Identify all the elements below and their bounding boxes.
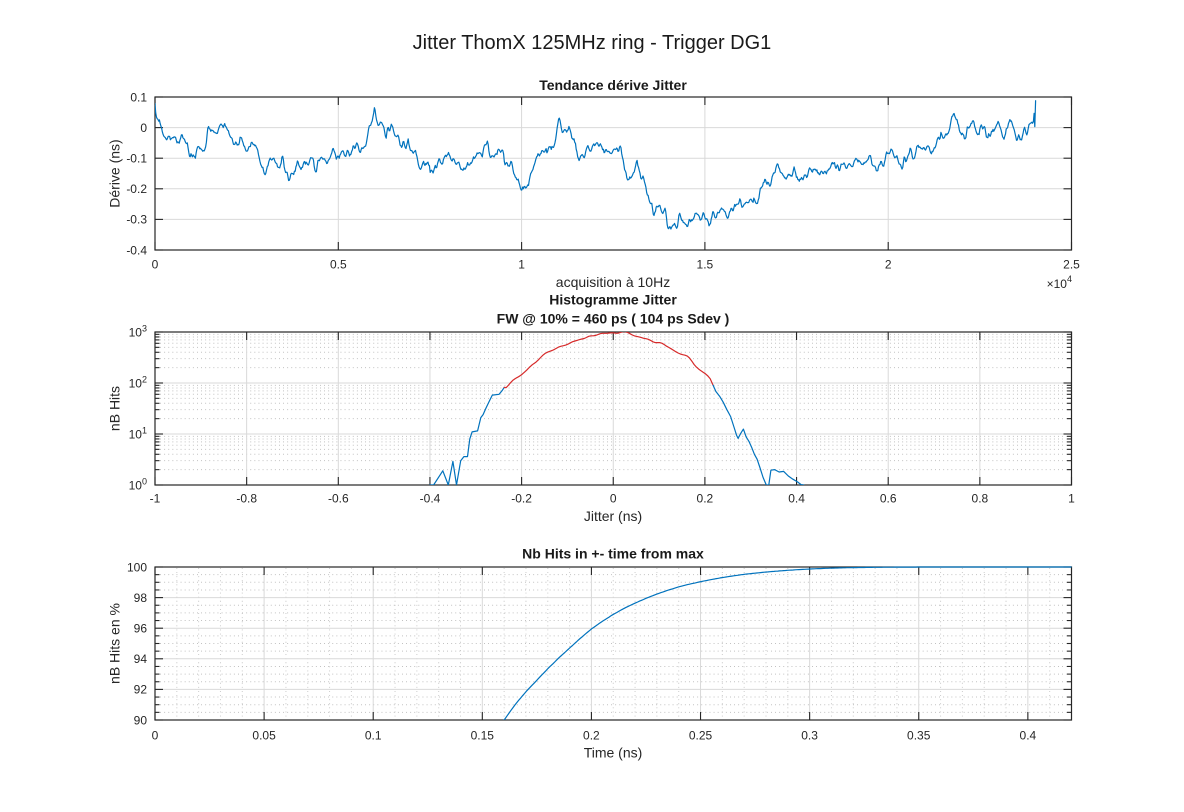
svg-text:0.5: 0.5	[330, 258, 347, 272]
svg-text:Jitter (ns): Jitter (ns)	[584, 508, 642, 524]
svg-text:Tendance dérive Jitter: Tendance dérive Jitter	[539, 77, 687, 93]
svg-text:0.2: 0.2	[697, 492, 714, 506]
svg-text:-0.2: -0.2	[126, 182, 147, 196]
svg-text:Nb Hits in +- time from max: Nb Hits in +- time from max	[522, 546, 704, 562]
svg-text:-0.2: -0.2	[511, 492, 532, 506]
svg-text:Histogramme Jitter: Histogramme Jitter	[549, 292, 677, 308]
svg-text:0.1: 0.1	[365, 728, 382, 742]
svg-text:-0.4: -0.4	[420, 492, 441, 506]
svg-text:nB Hits: nB Hits	[107, 386, 123, 431]
svg-text:Time (ns): Time (ns)	[584, 745, 643, 761]
svg-text:2: 2	[885, 258, 892, 272]
svg-text:0: 0	[140, 121, 147, 135]
svg-text:0.05: 0.05	[252, 728, 276, 742]
svg-text:1: 1	[518, 258, 525, 272]
svg-text:acquisition à 10Hz: acquisition à 10Hz	[556, 274, 670, 290]
svg-text:0: 0	[610, 492, 617, 506]
svg-text:-0.1: -0.1	[126, 152, 147, 166]
svg-text:100: 100	[127, 560, 147, 574]
svg-text:FW @ 10% = 460 ps ( 104 ps Sde: FW @ 10% = 460 ps ( 104 ps Sdev )	[497, 311, 730, 327]
svg-text:0.15: 0.15	[471, 728, 495, 742]
svg-text:0.1: 0.1	[130, 90, 147, 104]
svg-text:0.6: 0.6	[880, 492, 897, 506]
svg-text:94: 94	[134, 652, 148, 666]
svg-text:2.5: 2.5	[1063, 258, 1080, 272]
svg-text:1: 1	[1068, 492, 1075, 506]
svg-text:nB Hits en %: nB Hits en %	[107, 603, 123, 684]
svg-text:1.5: 1.5	[697, 258, 714, 272]
svg-text:92: 92	[134, 683, 148, 697]
svg-text:0.8: 0.8	[972, 492, 989, 506]
svg-text:90: 90	[134, 713, 148, 727]
svg-text:-0.6: -0.6	[328, 492, 349, 506]
svg-text:-0.4: -0.4	[126, 243, 147, 257]
svg-text:Jitter ThomX 125MHz ring - Tri: Jitter ThomX 125MHz ring - Trigger DG1	[413, 32, 772, 54]
svg-text:0.25: 0.25	[689, 728, 713, 742]
svg-text:0.4: 0.4	[1020, 728, 1037, 742]
svg-text:×104: ×104	[1047, 274, 1072, 291]
svg-text:-0.8: -0.8	[236, 492, 257, 506]
svg-text:0: 0	[152, 258, 159, 272]
svg-text:Dérive (ns): Dérive (ns)	[107, 139, 123, 207]
svg-text:0.35: 0.35	[907, 728, 931, 742]
svg-text:96: 96	[134, 622, 148, 636]
svg-text:98: 98	[134, 591, 148, 605]
svg-text:0.3: 0.3	[801, 728, 818, 742]
svg-text:-1: -1	[150, 492, 161, 506]
svg-text:-0.3: -0.3	[126, 213, 147, 227]
svg-text:0: 0	[152, 728, 159, 742]
svg-text:0.2: 0.2	[583, 728, 600, 742]
svg-text:0.4: 0.4	[788, 492, 805, 506]
